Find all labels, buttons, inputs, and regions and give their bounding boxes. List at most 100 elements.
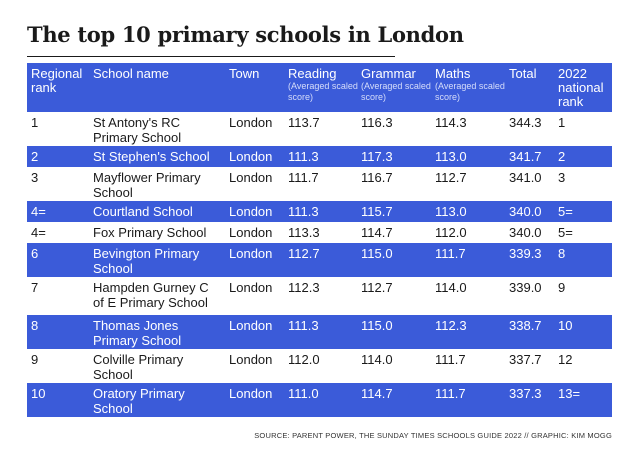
cell-reading: 111.3 [288, 318, 319, 333]
cell-grammar: 112.7 [361, 280, 393, 295]
cell-town: London [229, 318, 273, 333]
cell-reading: 111.0 [288, 386, 319, 401]
cell-maths: 111.7 [435, 386, 466, 401]
cell-reading: 112.3 [288, 280, 320, 295]
schools-table: Regional rank School name Town Reading (… [27, 63, 612, 417]
table-row: 8 Thomas Jones Primary School London 111.3 1… [27, 315, 612, 349]
cell-maths: 113.0 [435, 204, 467, 219]
table-row: 2 St Stephen's School London 111.3 117.3 113.… [27, 146, 612, 167]
table-row: 1 St Antony's RC Primary School London 113.… [27, 112, 612, 146]
header-grammar: Grammar [361, 66, 416, 81]
header-town: Town [229, 66, 260, 81]
cell-reading: 111.7 [288, 170, 319, 185]
cell-maths: 111.7 [435, 246, 466, 261]
cell-school-name: Mayflower Primary School [93, 170, 201, 200]
cell-town: London [229, 352, 273, 367]
cell-total: 339.0 [509, 280, 542, 295]
table-row: 3 Mayflower Primary School London 111.7 116.… [27, 167, 612, 201]
cell-grammar: 117.3 [361, 149, 393, 164]
table-row: 10 Oratory Primary School London 111.0 114.7… [27, 383, 612, 417]
cell-grammar: 116.7 [361, 170, 393, 185]
cell-total: 340.0 [509, 225, 542, 240]
table-row: 4= Fox Primary School London 113.3 114.7 112.… [27, 222, 612, 243]
cell-rank: 8 [31, 318, 39, 333]
cell-maths: 114.0 [435, 280, 467, 295]
table-row: 4= Courtland School London 111.3 115.7 113.0 3… [27, 201, 612, 222]
table-row: 6 Bevington Primary School London 112.7 115.… [27, 243, 612, 277]
cell-rank: 10 [31, 386, 46, 401]
cell-school-name: Fox Primary School [93, 225, 207, 240]
cell-grammar: 114.7 [361, 386, 393, 401]
cell-national-rank: 2 [558, 149, 566, 164]
cell-town: London [229, 386, 273, 401]
cell-town: London [229, 115, 273, 130]
cell-rank: 9 [31, 352, 39, 367]
header-school: School name [93, 66, 169, 81]
cell-total: 341.7 [509, 149, 542, 164]
cell-reading: 112.0 [288, 352, 320, 367]
header-maths-sub: (Averaged scaled score) [435, 81, 505, 102]
cell-national-rank: 8 [558, 246, 566, 261]
cell-town: London [229, 246, 273, 261]
cell-grammar: 114.7 [361, 225, 393, 240]
cell-grammar: 115.7 [361, 204, 393, 219]
table-row: 9 Colville Primary School London 112.0 114.0… [27, 349, 612, 383]
header-reading-sub: (Averaged scaled score) [288, 81, 358, 102]
table-header: Regional rank School name Town Reading (… [27, 63, 612, 112]
header-grammar-cell: Grammar (Averaged scaled score) [361, 67, 431, 103]
cell-town: London [229, 225, 273, 240]
cell-school-name: Colville Primary School [93, 352, 184, 382]
cell-maths: 114.3 [435, 115, 467, 130]
cell-reading: 113.7 [288, 115, 320, 130]
cell-reading: 113.3 [288, 225, 320, 240]
cell-grammar: 116.3 [361, 115, 393, 130]
cell-rank: 2 [31, 149, 39, 164]
cell-total: 340.0 [509, 204, 542, 219]
header-grammar-sub: (Averaged scaled score) [361, 81, 431, 102]
cell-national-rank: 5= [558, 225, 573, 240]
cell-rank: 1 [31, 115, 39, 130]
cell-school-name: St Stephen's School [93, 149, 210, 164]
cell-town: London [229, 149, 273, 164]
cell-national-rank: 13= [558, 386, 581, 401]
header-reading-cell: Reading (Averaged scaled score) [288, 67, 358, 103]
header-rank: Regional rank [31, 66, 83, 95]
header-maths-cell: Maths (Averaged scaled score) [435, 67, 505, 103]
cell-school-name: Courtland School [93, 204, 193, 219]
cell-rank: 6 [31, 246, 39, 261]
table-row: 7 Hampden Gurney C of E Primary School Lon… [27, 277, 612, 315]
cell-school-name: Thomas Jones Primary School [93, 318, 182, 348]
cell-national-rank: 5= [558, 204, 573, 219]
header-national-rank: 2022 national rank [558, 66, 604, 109]
cell-national-rank: 12 [558, 352, 573, 367]
cell-reading: 111.3 [288, 204, 319, 219]
cell-rank: 3 [31, 170, 39, 185]
cell-grammar: 115.0 [361, 246, 393, 261]
cell-town: London [229, 204, 273, 219]
cell-rank: 4= [31, 204, 46, 219]
header-total: Total [509, 66, 537, 81]
cell-maths: 112.3 [435, 318, 467, 333]
cell-reading: 112.7 [288, 246, 320, 261]
cell-national-rank: 9 [558, 280, 566, 295]
cell-reading: 111.3 [288, 149, 319, 164]
source-footer: SOURCE: PARENT POWER, THE SUNDAY TIMES S… [254, 431, 612, 440]
cell-grammar: 114.0 [361, 352, 393, 367]
cell-total: 339.3 [509, 246, 542, 261]
cell-maths: 112.7 [435, 170, 467, 185]
cell-maths: 111.7 [435, 352, 466, 367]
cell-national-rank: 3 [558, 170, 566, 185]
cell-total: 338.7 [509, 318, 542, 333]
cell-school-name: Hampden Gurney C of E Primary School [93, 280, 209, 310]
cell-national-rank: 10 [558, 318, 573, 333]
cell-maths: 113.0 [435, 149, 467, 164]
cell-total: 337.7 [509, 352, 542, 367]
cell-school-name: Bevington Primary School [93, 246, 200, 276]
cell-total: 337.3 [509, 386, 542, 401]
cell-total: 344.3 [509, 115, 542, 130]
title-rule [27, 56, 395, 57]
cell-school-name: St Antony's RC Primary School [93, 115, 182, 145]
cell-rank: 7 [31, 280, 39, 295]
cell-total: 341.0 [509, 170, 542, 185]
cell-maths: 112.0 [435, 225, 467, 240]
